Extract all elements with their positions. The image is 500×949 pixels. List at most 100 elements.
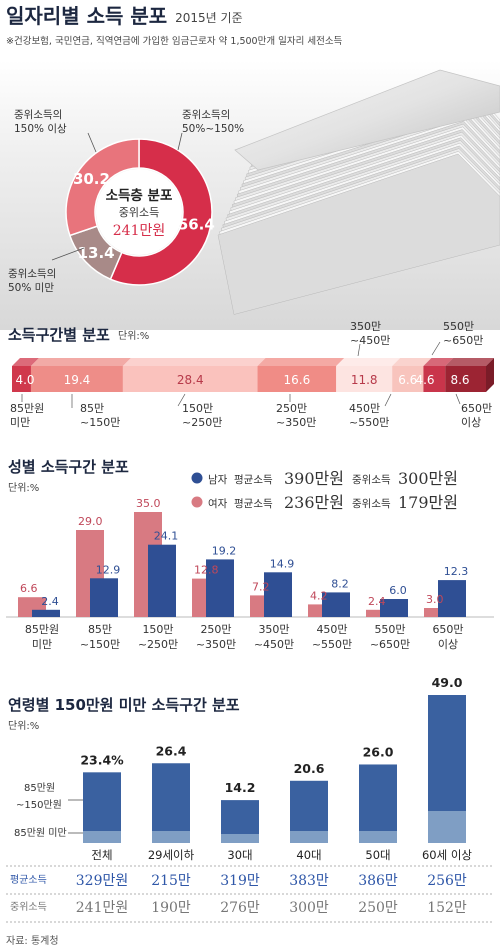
band-category-line: 350만 [350, 320, 381, 333]
band-category-label: 350만 ~450만 [350, 320, 390, 347]
band-category-line: 650만 [461, 402, 492, 415]
donut-slice-name: 중위소득의 150% 이상 [14, 108, 67, 135]
band-category-line: 미만 [10, 416, 30, 429]
band-category-line: 550만 [443, 320, 474, 333]
band-leader-line [177, 393, 186, 407]
gender-category-label: 250만 ~350만 [196, 623, 236, 651]
gender-legend-name: 여자 [208, 498, 228, 510]
age-table-cell: 383만 [289, 873, 329, 889]
age-value-label: 14.2 [225, 780, 256, 795]
gender-chart-title: 성별 소득구간 분포 [8, 458, 129, 476]
gender-bar-male [438, 580, 466, 617]
age-bar [152, 763, 190, 843]
age-value-label: 23.4% [80, 752, 124, 767]
gender-value-female: 12.8 [194, 564, 219, 577]
band-category-line: 250만 [276, 402, 307, 415]
age-value-label: 26.4 [156, 743, 187, 758]
gender-category-label: 650만 이상 [432, 623, 463, 651]
gender-value-male: 12.3 [444, 565, 469, 578]
donut-center-title: 소득층 분포 [106, 188, 173, 204]
age-category-label: 30대 [227, 848, 252, 862]
age-bar-lower [428, 811, 466, 843]
gender-value-male: 6.0 [389, 584, 407, 597]
gender-category-line: ~350만 [196, 638, 236, 651]
age-layer-label-line: ~150만원 [16, 799, 62, 811]
band-category-line: 150만 [182, 402, 213, 415]
band-segment [122, 366, 258, 392]
age-bar [359, 764, 397, 843]
donut-slice-label: 56.4 [178, 216, 215, 234]
age-bar-lower [359, 831, 397, 843]
band-category-line: 85만원 [10, 402, 44, 415]
band-value-label: 8.6 [450, 373, 469, 387]
paper-sheet-top [234, 69, 500, 171]
age-table-cell: 300만 [289, 900, 329, 916]
gender-category-line: 85만 [88, 623, 112, 636]
donut-center-value: 241만원 [113, 223, 165, 239]
band-segment-top [257, 358, 345, 366]
band-category-label: 150만 ~250만 [182, 402, 222, 429]
age-table-cell: 215만 [151, 873, 191, 889]
gender-category-line: 150만 [142, 623, 173, 636]
donut-slice-name-line: 중위소득의 [182, 108, 230, 121]
band-category-line: 450만 [349, 402, 380, 415]
band-leader-line [357, 343, 361, 357]
gender-legend-median-value: 179만원 [398, 493, 458, 512]
age-chart: 23.4% 전체 26.4 29세이하 14.2 30대 20.6 40대 26.0 50대 49.… [6, 675, 494, 923]
gender-category-line: ~250만 [138, 638, 178, 651]
age-category-label: 40대 [296, 848, 321, 862]
band-category-line: ~250만 [182, 416, 222, 429]
band-segment-top [392, 358, 432, 366]
gender-category-label: 85만 ~150만 [80, 623, 120, 651]
gender-value-female: 7.2 [252, 580, 270, 593]
age-chart-unit: 단위:% [8, 719, 39, 732]
gender-legend-avg-label: 평균소득 [234, 474, 273, 486]
gender-bar-male [148, 544, 176, 617]
gender-bar-male [380, 599, 408, 617]
band-chart-unit: 단위:% [118, 329, 149, 342]
band-side [486, 358, 494, 392]
gender-legend-median-value: 300만원 [398, 469, 458, 488]
donut-slice-name: 중위소득의 50% 미만 [8, 267, 56, 294]
donut-slice-label: 13.4 [78, 244, 115, 262]
band-segment-top [12, 358, 39, 366]
gender-value-female: 2.4 [368, 595, 386, 608]
gender-value-male: 2.4 [41, 595, 59, 608]
age-table-cell: 190만 [151, 900, 191, 916]
band-segment [392, 366, 424, 392]
band-segment [423, 366, 446, 392]
band-category-line: 이상 [461, 416, 481, 429]
gender-value-female: 6.6 [20, 582, 38, 595]
age-value-label: 20.6 [294, 761, 325, 776]
donut-slice-name-line: 50% 미만 [8, 282, 54, 294]
gender-category-label: 85만원 미만 [25, 623, 59, 651]
gender-legend-avg-value: 390만원 [284, 469, 344, 488]
band-value-label: 19.4 [64, 373, 91, 387]
band-leader-line [384, 393, 392, 407]
paper-sheet [217, 153, 500, 315]
gender-category-line: 250만 [200, 623, 231, 636]
age-table-cell: 329만원 [76, 873, 128, 889]
gender-legend-marker [191, 472, 203, 484]
source-note: 자료: 통계청 [6, 935, 59, 947]
donut-slice-name-line: 150% 이상 [14, 123, 67, 135]
band-category-line: ~450만 [350, 334, 390, 347]
donut-center-sub: 중위소득 [119, 206, 159, 219]
gender-value-male: 24.1 [154, 530, 179, 543]
age-chart-title: 연령별 150만원 미만 소득구간 분포 [8, 696, 240, 714]
age-table-cell: 319만 [220, 873, 260, 889]
band-category-label: 450만 ~550만 [349, 402, 389, 429]
band-segment [445, 366, 486, 392]
band-value-label: 28.4 [177, 373, 204, 387]
donut-slice [65, 138, 140, 237]
age-bar-lower [83, 831, 121, 843]
band-segment [336, 366, 393, 392]
page-title: 일자리별 소득 분포 [6, 4, 167, 28]
age-table-cell: 276만 [220, 900, 260, 916]
donut-hole [96, 169, 182, 255]
band-segment-top [423, 358, 454, 366]
donut-slice-name-line: 중위소득의 [14, 108, 62, 121]
